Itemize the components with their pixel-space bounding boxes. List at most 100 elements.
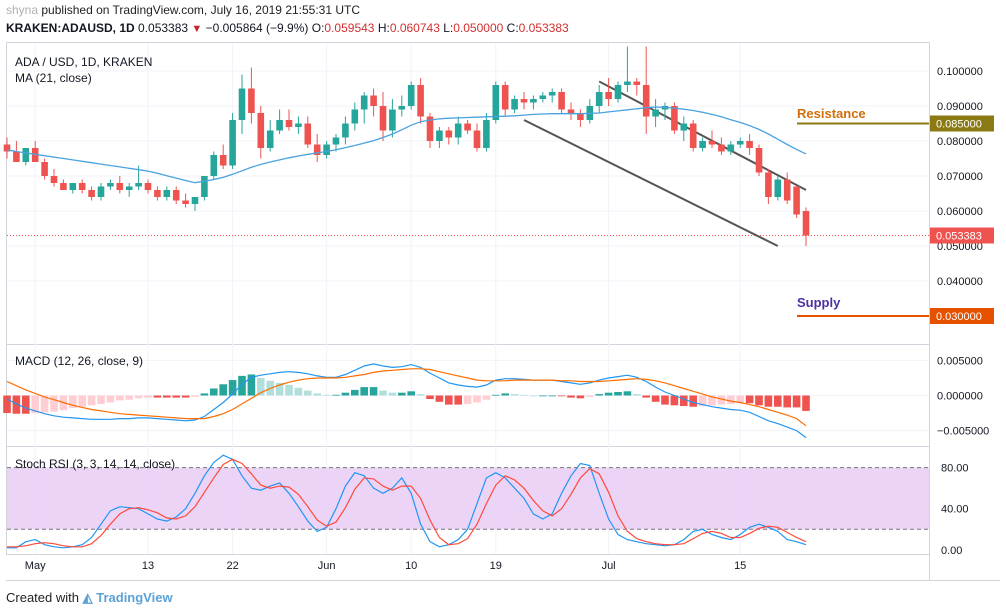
candle-body [426, 116, 434, 141]
price-tick-label: 0.060000 [937, 206, 983, 218]
candle-body [69, 183, 77, 190]
candle-body [210, 155, 218, 176]
candle-body [332, 137, 340, 145]
candle-body [238, 88, 246, 120]
tradingview-logo-icon[interactable]: ◭ [82, 590, 93, 605]
macd-histogram-bar [12, 395, 21, 414]
macd-histogram-bar [680, 395, 688, 407]
channel-upper-line[interactable] [598, 80, 807, 191]
candle-body [13, 151, 20, 162]
macd-histogram-bar [379, 390, 387, 396]
candle-body [266, 130, 274, 148]
candle-body [473, 130, 481, 148]
candle-body [201, 176, 208, 197]
candle-body [97, 186, 105, 197]
candle-body [342, 123, 349, 138]
macd-histogram-bar [275, 382, 284, 396]
candle-body [248, 88, 255, 113]
resistance-price-tag: 0.085000 [936, 119, 982, 131]
macd-tick-label: −0.005000 [937, 426, 989, 438]
candle-body [671, 106, 678, 131]
macd-histogram-bar [783, 395, 791, 408]
macd-histogram [3, 374, 810, 414]
macd-histogram-bar [717, 395, 726, 405]
macd-histogram-bar [341, 392, 350, 396]
stoch-band [7, 467, 929, 530]
macd-signal-line [6, 368, 807, 427]
macd-histogram-bar [369, 387, 378, 396]
time-axis[interactable]: May 13 22 Jun 10 19 Jul 15 [25, 560, 747, 572]
down-arrow-icon: ▼ [191, 23, 203, 35]
macd-histogram-bar [40, 395, 49, 413]
current-price-tag: 0.053383 [936, 231, 982, 243]
candle-body [652, 109, 659, 117]
author-name[interactable]: shyna [6, 3, 39, 17]
price-axis[interactable]: 0.100000 0.090000 0.080000 0.070000 0.060000… [937, 66, 989, 557]
candle-body [445, 130, 453, 138]
trend-lines[interactable] [7, 80, 929, 317]
macd-histogram-bar [285, 384, 293, 396]
macd-histogram-bar [313, 393, 321, 396]
macd-histogram-bar [416, 394, 425, 396]
open-label: O: [311, 21, 325, 35]
macd-histogram-bar [247, 374, 256, 396]
candle-body [295, 123, 302, 127]
macd-histogram-bar [87, 395, 96, 406]
candle-body [78, 183, 86, 190]
candle-body [595, 92, 603, 106]
macd-histogram-bar [501, 393, 509, 396]
macd-histogram-bar [219, 384, 227, 396]
candle-body [746, 141, 753, 148]
macd-histogram-bar [445, 395, 453, 405]
candle-body [370, 95, 377, 106]
macd-histogram-bar [435, 395, 444, 402]
macd-histogram-bar [623, 391, 632, 396]
chart-title: ADA / USD, 1D, KRAKEN [15, 55, 152, 69]
candle-body [558, 92, 565, 110]
macd-histogram-bar [407, 391, 415, 396]
candle-body [511, 99, 518, 110]
pane-frames [6, 42, 1000, 581]
macd-histogram-bar [22, 395, 30, 414]
time-tick-label: 13 [142, 560, 154, 572]
candles [3, 46, 810, 246]
ma-line [6, 106, 807, 184]
candle-body [417, 85, 424, 117]
time-tick-label: 19 [490, 560, 502, 572]
macd-histogram-bar [69, 395, 77, 409]
macd-histogram-bar [463, 395, 472, 404]
macd-histogram-bar [774, 395, 782, 407]
macd-histogram-bar [586, 395, 594, 397]
macd-histogram-bar [661, 395, 669, 405]
candle-body [680, 123, 688, 131]
candle-body [708, 141, 716, 145]
macd-histogram-bar [3, 395, 11, 414]
price-tick-label: 0.070000 [937, 171, 983, 183]
macd-histogram-bar [792, 395, 801, 408]
tradingview-brand[interactable]: TradingView [96, 590, 173, 605]
channel-lower-line[interactable] [523, 119, 779, 247]
macd-histogram-bar [332, 394, 340, 396]
macd-histogram-bar [304, 390, 312, 396]
macd-histogram-bar [755, 395, 763, 406]
macd-histogram-bar [633, 394, 641, 396]
candle-body [633, 81, 641, 85]
macd-line [6, 363, 807, 439]
candle-body [50, 176, 58, 183]
stoch-tick-label: 80.00 [941, 463, 969, 475]
macd-histogram-bar [539, 395, 547, 397]
candle-body [229, 120, 236, 166]
candle-body [774, 179, 782, 197]
macd-histogram-bar [388, 392, 397, 396]
macd-histogram-bar [670, 395, 679, 406]
macd-tick-label: 0.005000 [937, 355, 983, 367]
macd-histogram-bar [191, 395, 199, 397]
stoch-tick-label: 40.00 [941, 504, 969, 516]
macd-histogram-bar [689, 395, 697, 407]
candle-body [492, 85, 500, 120]
macd-histogram-bar [698, 395, 707, 407]
macd-histogram-bar [106, 395, 115, 403]
macd-histogram-bar [78, 395, 86, 407]
candle-body [436, 130, 443, 141]
